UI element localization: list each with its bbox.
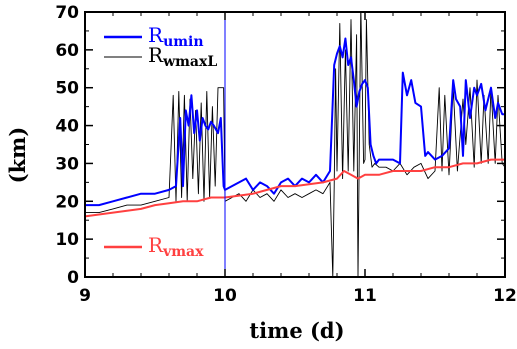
legend: Rumin RwmaxL Rvmax [104, 23, 217, 260]
x-tick-label: 9 [79, 286, 91, 306]
legend-item-vmax: Rvmax [104, 233, 204, 260]
legend-item-umin: Rumin [104, 23, 204, 50]
y-tick-label: 40 [55, 117, 79, 137]
y-tick-label: 70 [55, 3, 79, 23]
tick-layer: 9 10 11 12 0 10 20 30 40 50 60 70 [55, 3, 517, 306]
series-layer [85, 12, 505, 277]
y-tick-label: 30 [55, 154, 79, 174]
series-line-red [85, 158, 505, 218]
y-tick-label: 0 [67, 268, 79, 288]
legend-label-vmax: Rvmax [148, 233, 204, 260]
y-tick-label: 20 [55, 192, 79, 212]
x-tick-label: 12 [493, 286, 517, 306]
y-tick-label: 50 [55, 79, 79, 99]
x-tick-label: 10 [213, 286, 237, 306]
legend-label-umin: Rumin [148, 23, 204, 50]
y-tick-label: 10 [55, 230, 79, 250]
legend-item-wmaxl: RwmaxL [104, 43, 217, 70]
y-tick-label: 60 [55, 41, 79, 61]
x-tick-label: 11 [353, 286, 377, 306]
series-line-blue [85, 37, 505, 207]
y-axis-title: (km) [5, 127, 30, 184]
legend-label-wmaxl: RwmaxL [148, 43, 217, 70]
x-axis-title: time (d) [249, 318, 344, 343]
